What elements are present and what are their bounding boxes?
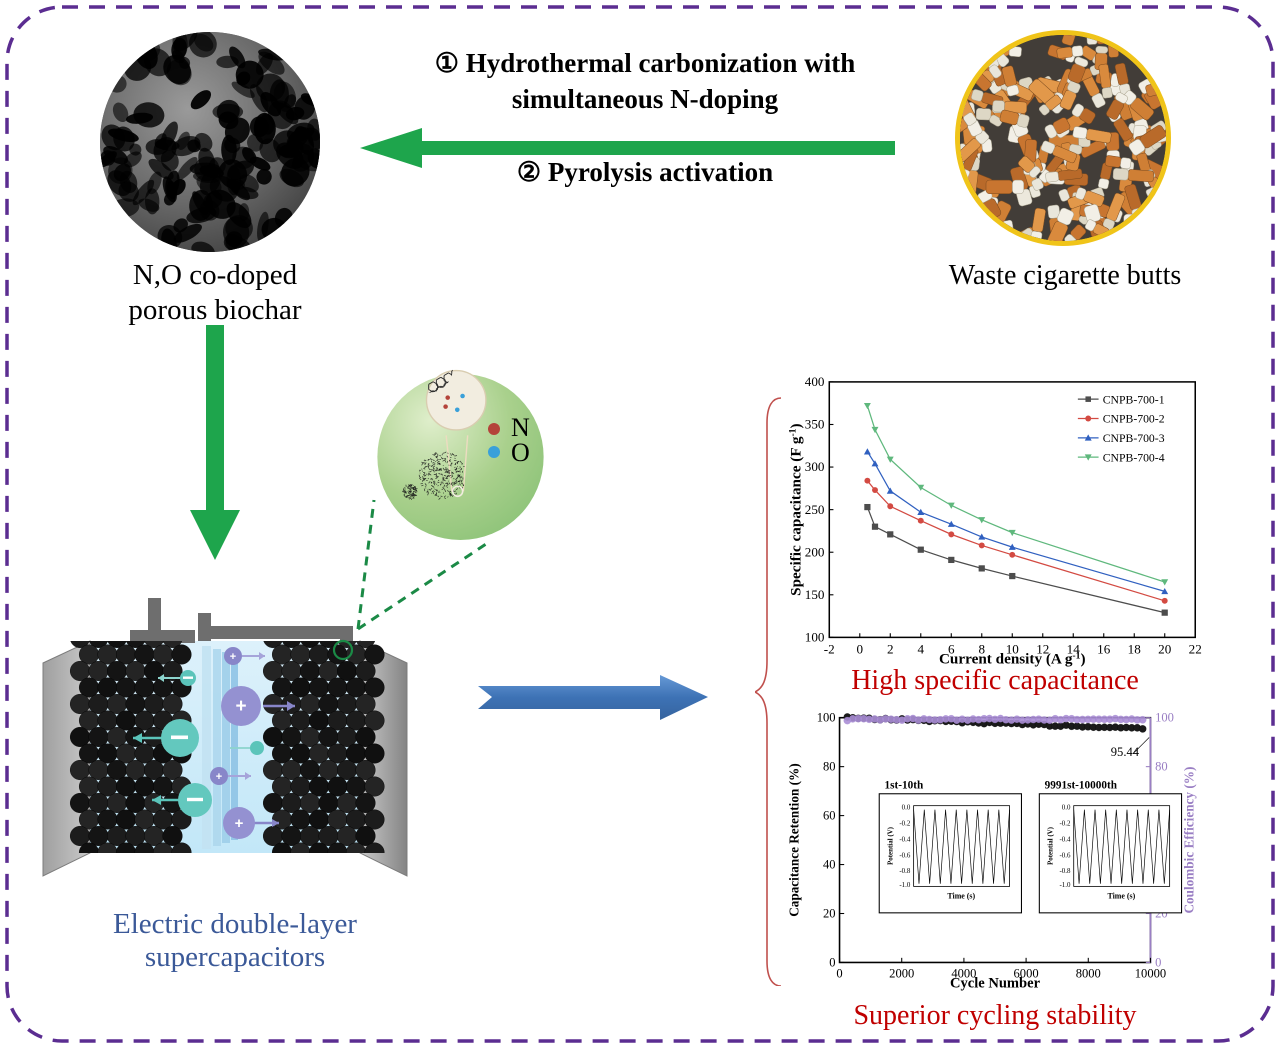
svg-text:2: 2 (887, 641, 894, 656)
svg-text:-1.0: -1.0 (1059, 881, 1071, 889)
svg-text:100: 100 (817, 711, 836, 725)
svg-text:-0.8: -0.8 (899, 867, 911, 875)
svg-text:0: 0 (829, 955, 835, 969)
svg-text:0.0: 0.0 (1062, 804, 1071, 812)
svg-text:-0.8: -0.8 (1059, 867, 1071, 875)
svg-text:2000: 2000 (889, 967, 914, 981)
svg-text:150: 150 (805, 587, 825, 602)
svg-text:9991st-10000th: 9991st-10000th (1045, 779, 1118, 791)
svg-text:100: 100 (805, 630, 825, 645)
svg-text:0: 0 (857, 641, 864, 656)
svg-text:40: 40 (823, 858, 836, 872)
svg-text:18: 18 (1128, 641, 1142, 656)
svg-text:300: 300 (805, 459, 825, 474)
svg-text:-0.2: -0.2 (1059, 820, 1071, 828)
svg-text:-2: -2 (824, 641, 835, 656)
svg-text:+: + (235, 696, 246, 717)
svg-text:200: 200 (805, 544, 825, 559)
svg-text:-0.2: -0.2 (899, 820, 911, 828)
svg-text:22: 22 (1189, 641, 1202, 656)
svg-text:20: 20 (823, 906, 836, 920)
svg-text:100: 100 (1155, 711, 1174, 725)
svg-text:60: 60 (823, 809, 836, 823)
svg-text:-0.6: -0.6 (899, 851, 911, 859)
svg-text:20: 20 (1158, 641, 1172, 656)
svg-text:80: 80 (823, 760, 836, 774)
svg-text:-0.6: -0.6 (1059, 851, 1071, 859)
svg-text:Time (s): Time (s) (1107, 891, 1135, 900)
svg-text:Potential (V): Potential (V) (886, 827, 894, 865)
svg-text:CNPB-700-1: CNPB-700-1 (1103, 393, 1165, 406)
svg-text:+: + (216, 771, 222, 783)
svg-text:-1.0: -1.0 (899, 881, 911, 889)
svg-text:Cycle Number: Cycle Number (950, 976, 1041, 992)
svg-text:+: + (235, 815, 244, 832)
svg-text:80: 80 (1155, 760, 1168, 774)
svg-text:250: 250 (805, 502, 825, 517)
svg-text:CNPB-700-3: CNPB-700-3 (1103, 432, 1165, 445)
svg-text:Coulombic Efficiency (%): Coulombic Efficiency (%) (1181, 767, 1196, 914)
svg-text:1st-10th: 1st-10th (885, 779, 924, 791)
svg-text:Specific capacitance (F g-1): Specific capacitance (F g-1) (787, 423, 805, 595)
svg-text:-0.4: -0.4 (1059, 835, 1071, 843)
svg-text:400: 400 (805, 374, 825, 389)
svg-text:95.44: 95.44 (1111, 745, 1140, 759)
svg-text:8000: 8000 (1076, 967, 1101, 981)
svg-text:16: 16 (1097, 641, 1111, 656)
svg-text:0: 0 (836, 967, 842, 981)
svg-text:0.0: 0.0 (902, 804, 911, 812)
svg-text:+: + (230, 651, 236, 663)
svg-text:CNPB-700-2: CNPB-700-2 (1103, 413, 1165, 426)
svg-text:Potential (V): Potential (V) (1047, 827, 1055, 865)
svg-text:4: 4 (917, 641, 924, 656)
svg-text:-0.4: -0.4 (899, 835, 911, 843)
svg-text:Time (s): Time (s) (947, 891, 975, 900)
svg-text:Capacitance Retention (%): Capacitance Retention (%) (787, 763, 802, 916)
svg-text:10000: 10000 (1135, 967, 1166, 981)
svg-text:350: 350 (805, 417, 825, 432)
svg-text:CNPB-700-4: CNPB-700-4 (1103, 451, 1165, 464)
